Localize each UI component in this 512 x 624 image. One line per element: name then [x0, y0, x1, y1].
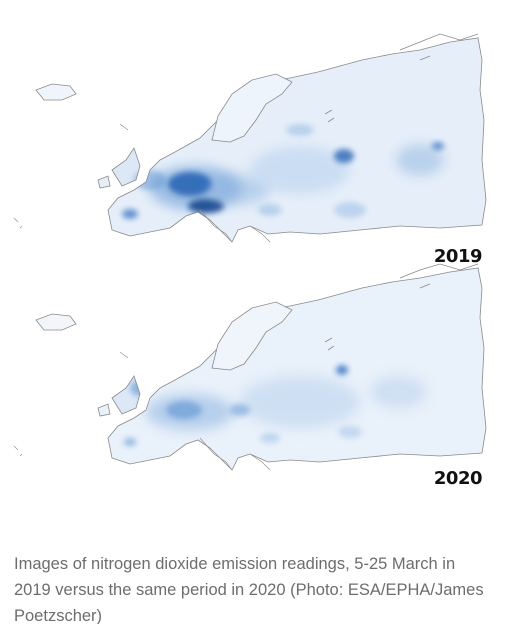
europe-map-2020-image [13, 263, 487, 471]
no2-emission-layer-2020 [124, 365, 426, 446]
figure-caption: Images of nitrogen dioxide emission read… [14, 554, 484, 624]
no2-emission-layer-2019 [122, 124, 444, 219]
map-2020: 2020 [0, 262, 512, 498]
coastline-detail-2019 [13, 123, 271, 243]
year-label-2019: 2019 [433, 246, 483, 267]
coastline-detail-2020 [13, 351, 271, 471]
europe-map-2019-image [13, 33, 487, 243]
map-2019: 2019 [0, 20, 512, 272]
year-label-2020: 2020 [433, 468, 483, 489]
